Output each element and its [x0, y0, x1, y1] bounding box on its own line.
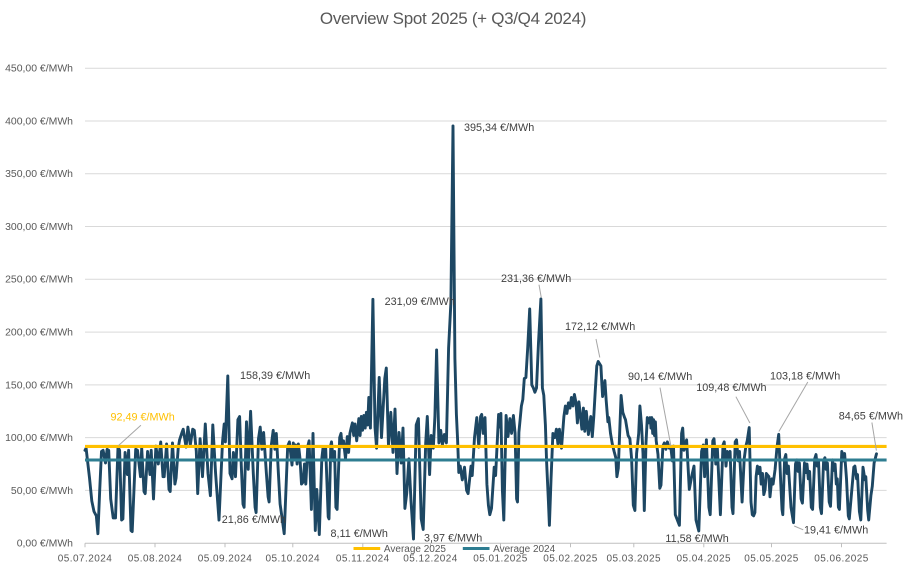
svg-text:05.02.2025: 05.02.2025 — [543, 554, 598, 565]
svg-text:400,00 €/MWh: 400,00 €/MWh — [5, 116, 73, 127]
svg-text:100,00 €/MWh: 100,00 €/MWh — [5, 433, 73, 444]
svg-text:05.03.2025: 05.03.2025 — [607, 554, 662, 565]
svg-text:231,36 €/MWh: 231,36 €/MWh — [501, 273, 571, 285]
svg-text:05.11.2024: 05.11.2024 — [336, 554, 390, 565]
svg-text:172,12 €/MWh: 172,12 €/MWh — [565, 321, 635, 333]
svg-text:231,09 €/MWh: 231,09 €/MWh — [385, 296, 455, 308]
svg-text:05.04.2025: 05.04.2025 — [677, 554, 732, 565]
svg-text:90,14 €/MWh: 90,14 €/MWh — [628, 371, 692, 383]
svg-text:Average 2025: Average 2025 — [384, 544, 447, 555]
svg-text:3,97 €/MWh: 3,97 €/MWh — [424, 533, 482, 545]
svg-text:Overview Spot 2025 (+ Q3/Q4 20: Overview Spot 2025 (+ Q3/Q4 2024) — [320, 9, 586, 28]
svg-text:0,00 €/MWh: 0,00 €/MWh — [17, 539, 73, 550]
svg-text:84,65 €/MWh: 84,65 €/MWh — [839, 411, 903, 423]
svg-text:395,34 €/MWh: 395,34 €/MWh — [464, 122, 534, 134]
svg-text:50,00 €/MWh: 50,00 €/MWh — [11, 486, 73, 497]
svg-text:05.01.2025: 05.01.2025 — [473, 554, 528, 565]
svg-text:250,00 €/MWh: 250,00 €/MWh — [5, 275, 73, 286]
svg-text:450,00 €/MWh: 450,00 €/MWh — [5, 64, 73, 75]
svg-text:05.08.2024: 05.08.2024 — [128, 554, 183, 565]
svg-text:05.06.2025: 05.06.2025 — [814, 554, 869, 565]
svg-text:21,86 €/MWh: 21,86 €/MWh — [222, 514, 286, 526]
svg-text:19,41 €/MWh: 19,41 €/MWh — [804, 525, 868, 537]
svg-text:350,00 €/MWh: 350,00 €/MWh — [5, 169, 73, 180]
svg-text:11,58 €/MWh: 11,58 €/MWh — [665, 533, 728, 545]
svg-text:8,11 €/MWh: 8,11 €/MWh — [331, 528, 388, 540]
svg-text:103,18 €/MWh: 103,18 €/MWh — [770, 371, 840, 383]
svg-text:158,39 €/MWh: 158,39 €/MWh — [240, 370, 310, 382]
svg-text:05.10.2024: 05.10.2024 — [266, 554, 321, 565]
svg-text:Average 2024: Average 2024 — [493, 544, 556, 555]
svg-text:05.07.2024: 05.07.2024 — [58, 554, 113, 565]
svg-text:05.05.2025: 05.05.2025 — [744, 554, 799, 565]
svg-text:150,00 €/MWh: 150,00 €/MWh — [5, 380, 73, 391]
svg-text:200,00 €/MWh: 200,00 €/MWh — [5, 328, 73, 339]
svg-text:92,49 €/MWh: 92,49 €/MWh — [111, 411, 175, 423]
svg-text:300,00 €/MWh: 300,00 €/MWh — [5, 222, 73, 233]
svg-text:05.12.2024: 05.12.2024 — [403, 554, 458, 565]
svg-text:109,48 €/MWh: 109,48 €/MWh — [696, 382, 766, 394]
svg-text:05.09.2024: 05.09.2024 — [198, 554, 253, 565]
